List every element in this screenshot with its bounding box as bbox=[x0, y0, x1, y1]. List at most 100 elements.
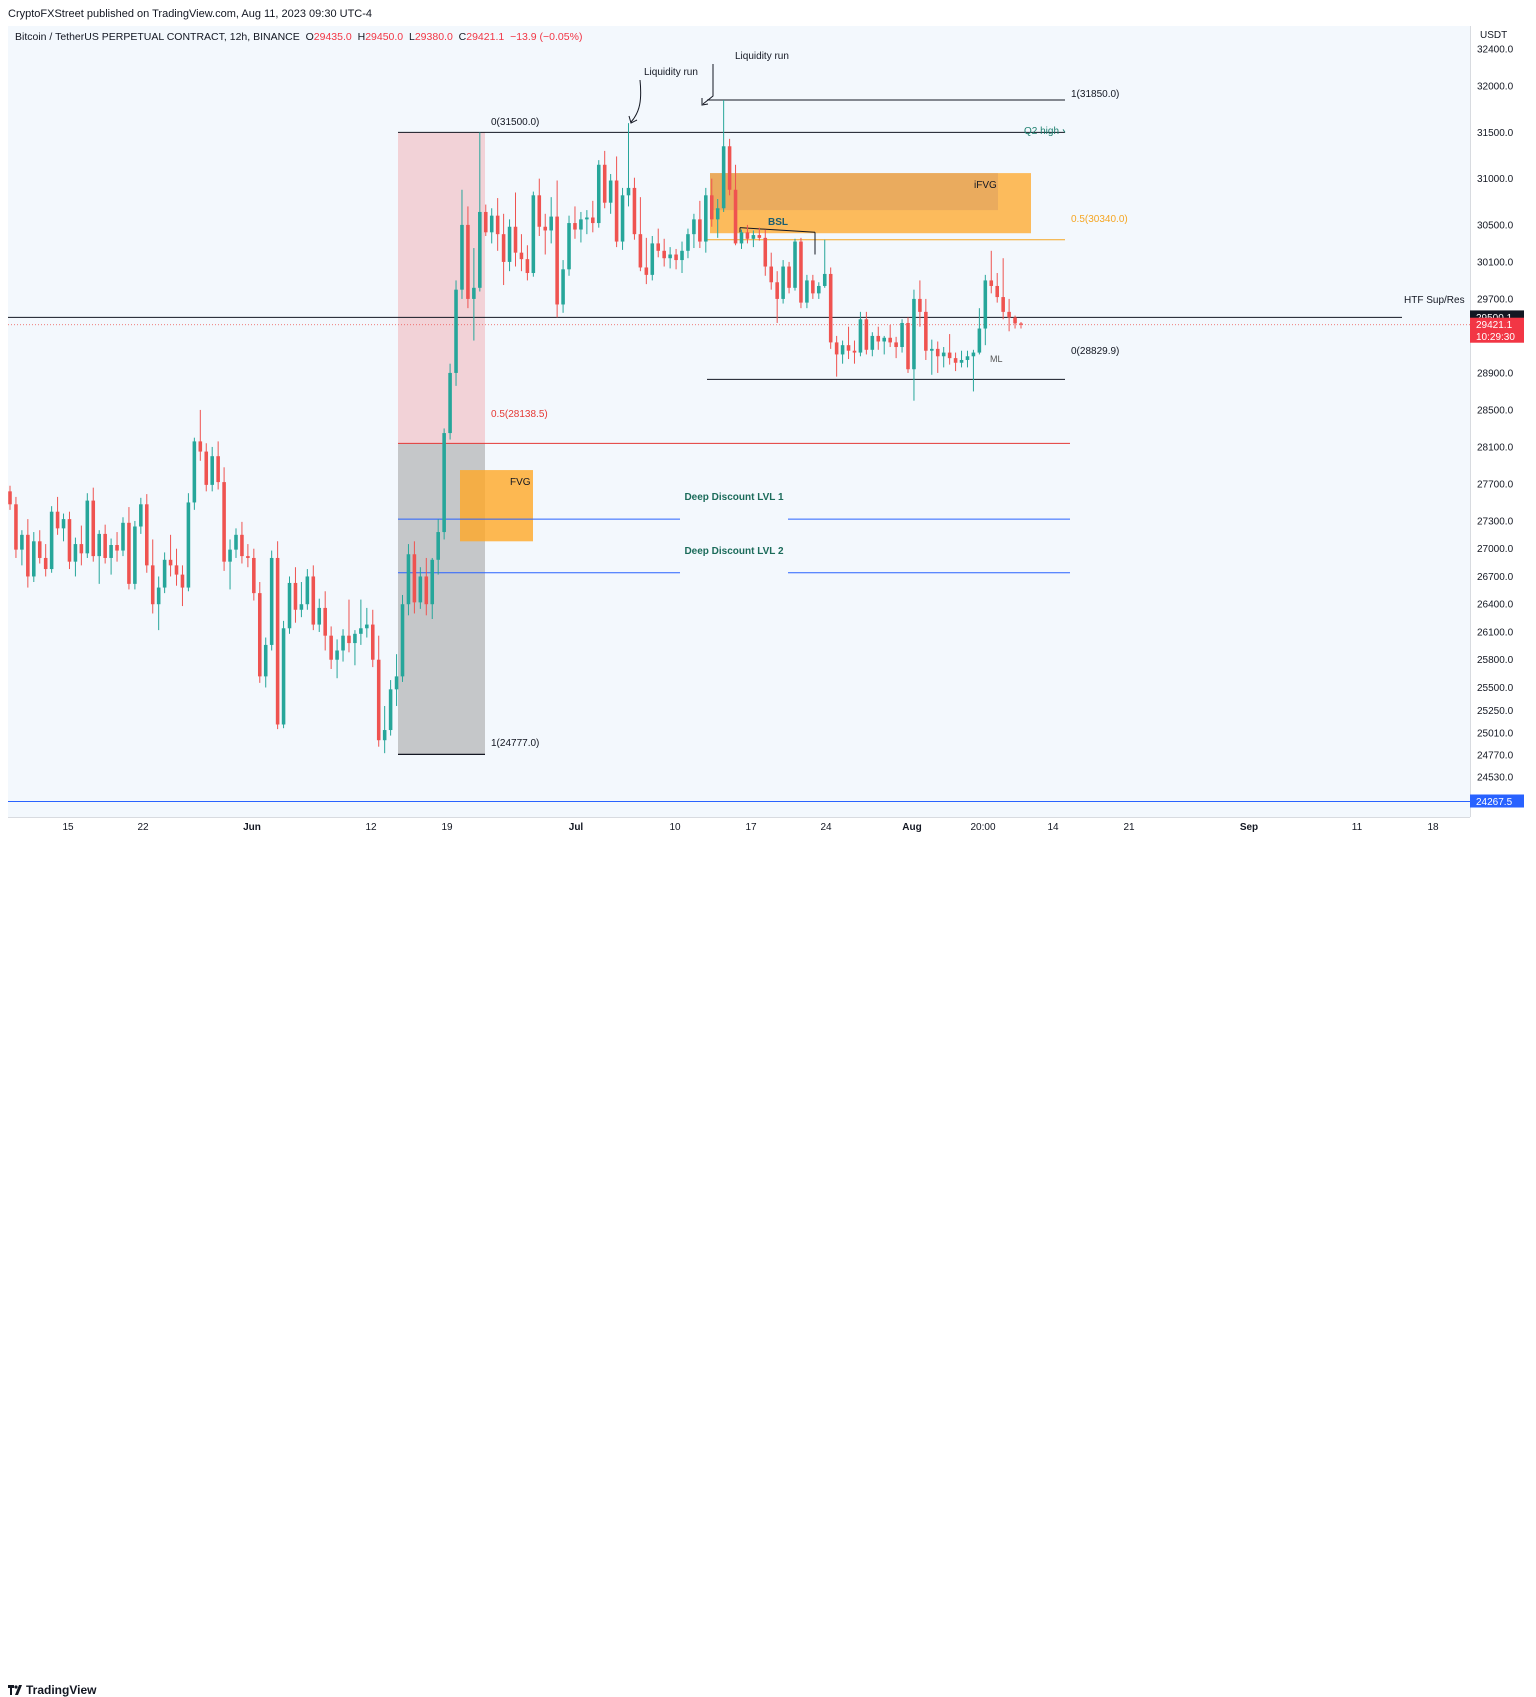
price-axis-label-bg bbox=[1470, 794, 1524, 808]
time-tick-label[interactable]: 24 bbox=[820, 822, 832, 833]
price-tick-label[interactable]: 32400.0 bbox=[1477, 45, 1514, 56]
price-axis-label[interactable]: 10:29:30 bbox=[1476, 332, 1515, 343]
time-tick-label[interactable]: 14 bbox=[1047, 822, 1059, 833]
footer: TradingView bbox=[0, 838, 1536, 1697]
candle-body bbox=[912, 298, 916, 370]
candle-body bbox=[864, 319, 869, 350]
time-tick-label[interactable]: Jul bbox=[569, 822, 584, 833]
time-tick-label[interactable]: 22 bbox=[137, 822, 149, 833]
bsl-label: BSL bbox=[768, 217, 788, 228]
time-tick-label[interactable]: 19 bbox=[441, 822, 453, 833]
candle-body bbox=[900, 322, 904, 348]
time-tick-label[interactable]: 12 bbox=[365, 822, 377, 833]
time-tick-label[interactable]: Sep bbox=[1240, 822, 1258, 833]
price-tick-label[interactable]: 28900.0 bbox=[1477, 368, 1514, 379]
price-tick-label[interactable]: 26700.0 bbox=[1477, 572, 1514, 583]
candle-body bbox=[37, 541, 42, 558]
price-tick-label[interactable]: 28100.0 bbox=[1477, 442, 1514, 453]
price-tick-label[interactable]: 31000.0 bbox=[1477, 174, 1514, 185]
price-tick-label[interactable]: 27000.0 bbox=[1477, 544, 1514, 555]
time-tick-label[interactable]: Jun bbox=[243, 822, 261, 833]
candle-body bbox=[882, 337, 887, 342]
candle-body bbox=[852, 350, 857, 353]
time-tick-label[interactable]: 20:00 bbox=[970, 822, 995, 833]
price-tick-label[interactable]: 25010.0 bbox=[1477, 728, 1514, 739]
price-tick-label[interactable]: 26100.0 bbox=[1477, 627, 1514, 638]
candle-body bbox=[460, 224, 464, 290]
candle-body bbox=[620, 195, 625, 242]
candle-body bbox=[32, 541, 36, 577]
candle-body bbox=[573, 223, 577, 230]
candle-body bbox=[644, 267, 649, 275]
candle-body bbox=[822, 273, 827, 286]
tradingview-logo-icon bbox=[8, 1684, 22, 1696]
time-tick-label[interactable]: 15 bbox=[62, 822, 74, 833]
price-tick-label[interactable]: 30500.0 bbox=[1477, 220, 1514, 231]
time-tick-label[interactable]: 18 bbox=[1427, 822, 1439, 833]
price-tick-label[interactable]: 30100.0 bbox=[1477, 257, 1514, 268]
price-tick-label[interactable]: 25500.0 bbox=[1477, 683, 1514, 694]
candle-body bbox=[73, 544, 78, 562]
price-tick-label[interactable]: 24530.0 bbox=[1477, 773, 1514, 784]
chart-area[interactable] bbox=[8, 26, 1470, 817]
candle-body bbox=[656, 243, 661, 251]
candle-body bbox=[793, 241, 797, 288]
candle-body bbox=[709, 195, 714, 220]
candle-body bbox=[745, 232, 750, 239]
candle-body bbox=[287, 582, 292, 629]
candle-body bbox=[983, 280, 988, 329]
close-value: 29421.1 bbox=[466, 31, 505, 43]
candle-body bbox=[870, 335, 875, 350]
liquidity-run-arrowhead-2 bbox=[701, 98, 709, 106]
candle-body bbox=[953, 358, 958, 363]
price-tick-label[interactable]: 27700.0 bbox=[1477, 479, 1514, 490]
price-tick-label[interactable]: 25800.0 bbox=[1477, 655, 1514, 666]
candle-body bbox=[495, 215, 500, 235]
candle-body bbox=[662, 250, 666, 259]
price-tick-label[interactable]: 31500.0 bbox=[1477, 128, 1514, 139]
time-tick-label[interactable]: 21 bbox=[1123, 822, 1135, 833]
candle-body bbox=[424, 576, 429, 605]
liquidity-run-label-2: Liquidity run bbox=[735, 51, 789, 62]
candle-body bbox=[733, 189, 738, 244]
candle-body bbox=[834, 342, 839, 355]
candle-body bbox=[448, 372, 452, 434]
price-tick-label[interactable]: 32000.0 bbox=[1477, 82, 1514, 93]
time-tick-label[interactable]: Aug bbox=[902, 822, 921, 833]
price-tick-label[interactable]: 26400.0 bbox=[1477, 600, 1514, 611]
ifvg-zone bbox=[710, 173, 1031, 234]
candle-body bbox=[721, 146, 726, 209]
time-tick-label[interactable]: 17 bbox=[745, 822, 757, 833]
candle-body bbox=[370, 624, 375, 660]
price-tick-label[interactable]: 24770.0 bbox=[1477, 751, 1514, 762]
candle-body bbox=[139, 504, 143, 527]
price-tick-label[interactable]: 25250.0 bbox=[1477, 706, 1514, 717]
candle-body bbox=[941, 352, 946, 357]
candle-body bbox=[715, 208, 720, 220]
price-tick-label[interactable]: 28500.0 bbox=[1477, 405, 1514, 416]
tradingview-logo[interactable]: TradingView bbox=[8, 1683, 96, 1697]
candle-body bbox=[751, 235, 756, 239]
candle-body bbox=[466, 224, 470, 299]
price-tick-label[interactable]: 27300.0 bbox=[1477, 516, 1514, 527]
candle-body bbox=[596, 164, 601, 224]
candle-body bbox=[192, 441, 197, 503]
candle-body bbox=[876, 335, 881, 342]
candle-body bbox=[478, 211, 482, 288]
price-axis[interactable] bbox=[1470, 26, 1529, 817]
price-axis-label[interactable]: 29421.1 bbox=[1476, 320, 1513, 331]
time-tick-label[interactable]: 11 bbox=[1352, 822, 1363, 833]
time-tick-label[interactable]: 10 bbox=[669, 822, 681, 833]
q2-high-label: Q2 high bbox=[1024, 126, 1059, 137]
candle-body bbox=[281, 628, 286, 725]
symbol-name[interactable]: Bitcoin / TetherUS PERPETUAL CONTRACT, 1… bbox=[15, 31, 300, 43]
candle-body bbox=[97, 533, 101, 557]
price-tick-label[interactable]: 29700.0 bbox=[1477, 294, 1514, 305]
candle-body bbox=[858, 319, 863, 353]
currency-label[interactable]: USDT bbox=[1480, 30, 1508, 41]
price-axis-label[interactable]: 24267.5 bbox=[1476, 797, 1513, 808]
candle-body bbox=[204, 451, 209, 485]
chart-svg[interactable]: Liquidity run Liquidity run 1(31850.0) 0(31… bbox=[0, 0, 1536, 866]
time-axis[interactable] bbox=[8, 817, 1470, 838]
candle-body bbox=[323, 607, 327, 636]
